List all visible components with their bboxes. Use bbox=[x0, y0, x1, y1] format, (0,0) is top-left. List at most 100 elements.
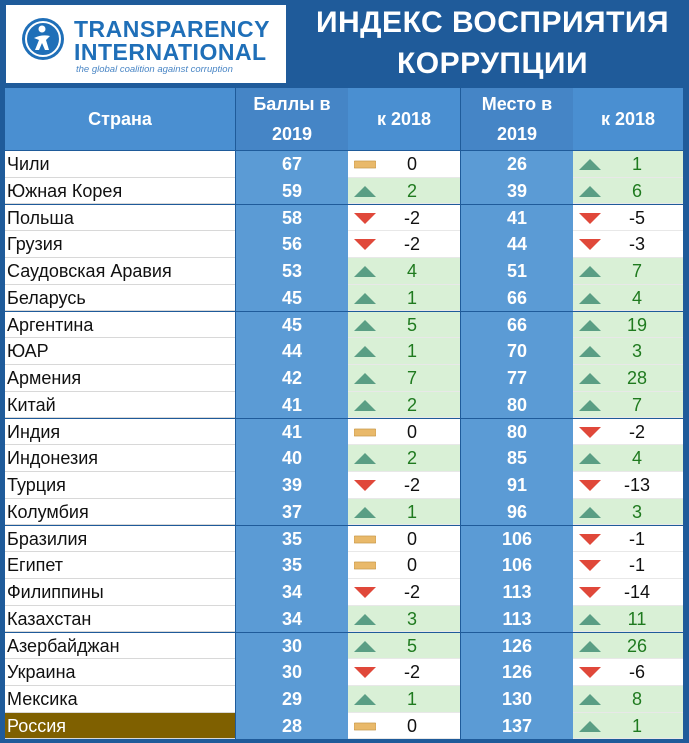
place-cell: 66 bbox=[461, 311, 573, 338]
country-cell: Турция bbox=[5, 472, 235, 499]
place-change-cell: 7 bbox=[573, 391, 683, 419]
place-change-value: -13 bbox=[623, 475, 650, 495]
arrow-down-icon bbox=[579, 667, 601, 679]
place-change-cell: 11 bbox=[573, 605, 683, 633]
page-title-line2: КОРРУПЦИИ bbox=[396, 47, 589, 80]
country-cell: Беларусь bbox=[5, 284, 235, 312]
country-cell: Украина bbox=[5, 659, 235, 686]
country-cell: Колумбия bbox=[5, 498, 235, 526]
logo-tagline: the global coalition against corruption bbox=[76, 64, 233, 75]
score-change-value: 0 bbox=[406, 421, 417, 442]
score-change-value: 1 bbox=[406, 341, 417, 362]
place-change-value: 19 bbox=[626, 314, 648, 335]
page-title-line1: ИНДЕКС ВОСПРИЯТИЯ bbox=[315, 6, 670, 39]
score-cell: 29 bbox=[236, 686, 348, 713]
column-header-score-line2: 2019 bbox=[271, 124, 313, 144]
place-change-value: -14 bbox=[623, 582, 650, 602]
column-header-score-line1: Баллы в bbox=[253, 94, 331, 114]
table-row: Казахстан 34 3 113 11 bbox=[0, 605, 689, 633]
score-change-value: 0 bbox=[406, 154, 417, 174]
score-cell: 34 bbox=[236, 579, 348, 606]
score-change-cell: 0 bbox=[348, 525, 460, 552]
table-row: Египет 35 0 106 -1 bbox=[0, 552, 689, 579]
place-cell: 106 bbox=[461, 552, 573, 579]
table-row: Россия 28 0 137 1 bbox=[0, 712, 689, 740]
place-cell: 51 bbox=[461, 258, 573, 285]
arrow-down-icon bbox=[354, 667, 376, 679]
score-cell: 67 bbox=[236, 151, 348, 178]
arrow-up-icon bbox=[354, 694, 376, 705]
header: TRANSPARENCY INTERNATIONAL the global co… bbox=[0, 0, 689, 88]
table-row: Колумбия 37 1 96 3 bbox=[0, 498, 689, 526]
place-change-cell: 4 bbox=[573, 284, 683, 312]
arrow-up-icon bbox=[579, 720, 601, 732]
arrow-down-icon bbox=[354, 239, 376, 251]
score-change-cell: -2 bbox=[348, 472, 460, 499]
arrow-up-icon bbox=[354, 613, 376, 625]
score-change-cell: 2 bbox=[348, 391, 460, 419]
country-cell: Китай bbox=[5, 391, 235, 419]
score-change-value: 1 bbox=[406, 501, 417, 522]
country-cell: Армения bbox=[5, 365, 235, 392]
place-change-cell: -2 bbox=[573, 418, 683, 445]
place-change-value: 26 bbox=[626, 635, 648, 656]
place-change-cell: 1 bbox=[573, 712, 683, 740]
arrow-up-icon bbox=[579, 506, 601, 518]
score-change-cell: -2 bbox=[348, 659, 460, 686]
place-cell: 113 bbox=[461, 579, 573, 606]
arrow-up-icon bbox=[354, 453, 376, 465]
score-change-value: 7 bbox=[406, 368, 417, 388]
score-cell: 42 bbox=[236, 365, 348, 392]
score-change-cell: 1 bbox=[348, 498, 460, 526]
score-change-value: 3 bbox=[406, 608, 417, 629]
table-row: ЮАР 44 1 70 3 bbox=[0, 338, 689, 365]
score-cell: 35 bbox=[236, 525, 348, 552]
table-row: Азербайджан 30 5 126 26 bbox=[0, 632, 689, 659]
country-cell: Мексика bbox=[5, 686, 235, 713]
column-header-place-line2: 2019 bbox=[496, 124, 538, 144]
table-row: Польша 58 -2 41 -5 bbox=[0, 204, 689, 231]
score-cell: 39 bbox=[236, 472, 348, 499]
country-cell: Польша bbox=[5, 204, 235, 231]
place-change-value: 28 bbox=[626, 368, 648, 388]
column-header-score: Баллы в 2019 bbox=[236, 88, 348, 150]
arrow-up-icon bbox=[354, 185, 376, 197]
place-change-cell: 6 bbox=[573, 177, 683, 205]
table-row: Мексика 29 1 130 8 bbox=[0, 686, 689, 713]
score-cell: 41 bbox=[236, 418, 348, 445]
place-change-value: 7 bbox=[631, 394, 642, 415]
column-header-place-change: к 2018 bbox=[573, 88, 683, 150]
arrow-down-icon bbox=[579, 533, 601, 545]
place-change-value: 4 bbox=[631, 448, 642, 469]
place-change-cell: -5 bbox=[573, 204, 683, 231]
score-cell: 53 bbox=[236, 258, 348, 285]
place-cell: 26 bbox=[461, 151, 573, 178]
place-cell: 77 bbox=[461, 365, 573, 392]
arrow-down-icon bbox=[354, 480, 376, 491]
arrow-up-icon bbox=[579, 266, 601, 277]
score-change-cell: 5 bbox=[348, 632, 460, 659]
place-cell: 80 bbox=[461, 418, 573, 445]
no-change-bar-icon bbox=[354, 535, 376, 543]
score-cell: 41 bbox=[236, 391, 348, 419]
score-cell: 30 bbox=[236, 659, 348, 686]
score-change-cell: 0 bbox=[348, 418, 460, 445]
place-change-value: -6 bbox=[628, 662, 645, 683]
column-header-place-change-label: к 2018 bbox=[600, 109, 656, 129]
arrow-up-icon bbox=[354, 640, 376, 652]
score-change-cell: 3 bbox=[348, 605, 460, 633]
table-row: Армения 42 7 77 28 bbox=[0, 365, 689, 392]
globe-person-icon bbox=[22, 18, 64, 60]
table-row: Беларусь 45 1 66 4 bbox=[0, 284, 689, 312]
column-header-score-change-label: к 2018 bbox=[376, 109, 432, 129]
place-change-cell: 8 bbox=[573, 686, 683, 713]
country-cell: Аргентина bbox=[5, 311, 235, 338]
score-cell: 58 bbox=[236, 204, 348, 231]
place-change-cell: 7 bbox=[573, 258, 683, 285]
arrow-up-icon bbox=[354, 319, 376, 331]
score-change-value: -2 bbox=[403, 475, 420, 495]
place-cell: 126 bbox=[461, 632, 573, 659]
arrow-up-icon bbox=[579, 640, 601, 652]
place-change-value: 7 bbox=[631, 261, 642, 281]
score-change-value: 2 bbox=[406, 180, 417, 201]
